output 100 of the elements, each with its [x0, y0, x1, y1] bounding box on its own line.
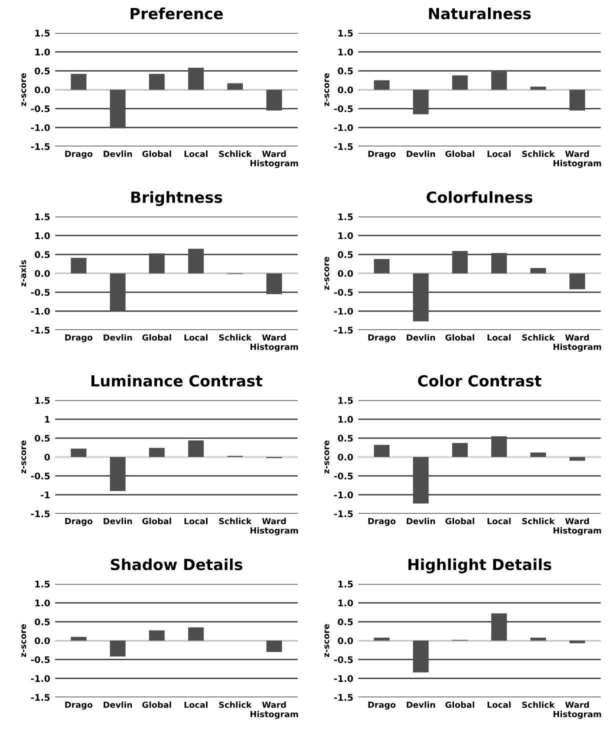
x-tick-label: Global: [142, 518, 172, 524]
x-tick-label: Drago: [65, 702, 92, 710]
bar: [188, 627, 204, 641]
chart-title: Highlight Details: [408, 558, 552, 574]
bar: [110, 90, 126, 128]
x-tick-label: Devlin: [406, 518, 436, 524]
y-tick-label: -1.5: [334, 694, 353, 701]
x-tick-label: Ward Histogram: [250, 701, 298, 719]
x-tick-label: Local: [488, 334, 511, 341]
x-tick-label: Drago: [65, 334, 92, 342]
y-tick-label: -1.5: [31, 143, 50, 150]
x-tick-label: Global: [142, 334, 172, 341]
x-tick-label: Local: [488, 150, 511, 158]
y-tick-label: -1.5: [334, 143, 353, 150]
y-tick-label: -1.0: [334, 124, 353, 132]
y-tick-label: -1.5: [31, 694, 50, 701]
y-tick-label: 0.0: [34, 86, 50, 94]
y-axis-title: z-score: [324, 256, 330, 290]
y-tick-label: 0.5: [338, 251, 353, 258]
chart-title: Preference: [130, 8, 223, 20]
y-tick-label: 1.5: [338, 214, 353, 220]
y-tick-label: 1.5: [35, 30, 50, 37]
bar: [569, 640, 586, 644]
y-tick-label: -1.0: [334, 308, 353, 315]
bar: [110, 273, 126, 312]
y-tick-label: -0.5: [334, 288, 353, 296]
x-tick-label: Drago: [368, 334, 396, 342]
x-tick-label: Local: [184, 701, 208, 708]
bar: [149, 74, 165, 90]
x-tick-label: Drago: [65, 150, 92, 159]
y-tick-label: -1.0: [31, 124, 50, 132]
x-tick-label: Ward Histogram: [554, 518, 602, 536]
x-tick-label: Devlin: [406, 150, 436, 158]
x-tick-label: Schlick: [522, 518, 555, 524]
y-tick-label: 1.0: [35, 232, 50, 240]
bar: [413, 273, 429, 322]
bar: [374, 80, 390, 90]
x-tick-label: Devlin: [406, 701, 436, 708]
bar: [374, 444, 390, 457]
y-tick-label: 0.5: [34, 618, 50, 626]
x-tick-label: Schlick: [219, 518, 252, 524]
y-axis-title: z-score: [21, 624, 26, 658]
bar: [227, 83, 243, 90]
x-tick-label: Global: [142, 150, 172, 158]
bar: [569, 90, 586, 110]
x-tick-label: Global: [445, 518, 474, 524]
y-tick-label: 1.5: [338, 580, 353, 588]
bar: [266, 273, 282, 294]
bar: [452, 75, 468, 90]
x-tick-label: Schlick: [219, 150, 252, 158]
y-tick-label: 1.0: [338, 416, 353, 423]
y-tick-label: -1.5: [334, 510, 353, 518]
x-tick-label: Global: [445, 150, 474, 158]
bar: [70, 74, 86, 90]
y-tick-label: 0: [44, 454, 50, 461]
bar: [188, 440, 204, 457]
x-tick-label: Ward Histogram: [554, 701, 602, 719]
bar: [188, 68, 204, 90]
bar: [491, 252, 507, 274]
y-tick-label: -1.0: [334, 492, 353, 498]
y-tick-label: 1.0: [338, 232, 353, 240]
bar: [569, 273, 586, 290]
bar: [569, 456, 586, 461]
y-tick-label: 1.5: [35, 214, 50, 220]
x-tick-label: Local: [488, 518, 511, 524]
bar: [413, 456, 429, 504]
y-tick-label: 1.5: [338, 397, 353, 404]
y-axis-title: z-score: [21, 440, 26, 474]
bar: [149, 448, 165, 457]
bar: [530, 452, 546, 457]
x-tick-label: Ward Histogram: [554, 150, 602, 168]
y-tick-label: 1.0: [338, 600, 353, 606]
y-tick-label: -1.0: [31, 308, 50, 315]
bar: [530, 268, 546, 274]
y-tick-label: 0.0: [34, 637, 50, 644]
y-tick-label: -0.5: [31, 472, 50, 480]
y-tick-label: 1.0: [35, 600, 50, 606]
bar: [530, 86, 546, 90]
y-tick-label: -0.5: [31, 288, 50, 296]
bar: [70, 636, 86, 641]
x-tick-label: Global: [445, 701, 474, 708]
x-tick-label: Ward Histogram: [554, 334, 602, 352]
bar: [530, 638, 546, 641]
y-tick-label: 0.5: [34, 434, 50, 442]
x-tick-label: Ward Histogram: [250, 334, 298, 352]
x-tick-label: Devlin: [104, 701, 132, 708]
bar: [452, 251, 468, 274]
chart-title: Naturalness: [429, 8, 531, 20]
x-tick-label: Schlick: [522, 334, 555, 341]
x-tick-label: Schlick: [219, 701, 252, 708]
y-tick-label: -1: [40, 492, 50, 498]
bar: [413, 90, 429, 114]
x-tick-label: Ward Histogram: [250, 518, 298, 536]
bar: [374, 258, 390, 274]
chart-title: Luminance Contrast: [91, 374, 262, 387]
y-tick-label: -0.5: [334, 656, 353, 664]
bar: [70, 258, 86, 274]
y-tick-label: 0.5: [34, 251, 50, 258]
x-tick-label: Local: [184, 518, 208, 524]
bar: [266, 640, 282, 652]
